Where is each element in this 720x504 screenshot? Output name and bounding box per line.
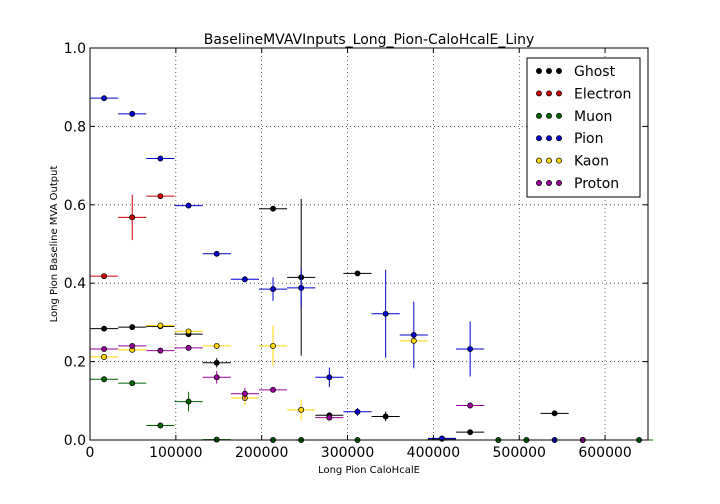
legend-marker xyxy=(536,112,542,119)
x-tick-label: 100000 xyxy=(149,445,202,461)
chart-title: BaselineMVAVInputs_Long_Pion-CaloHcalE_L… xyxy=(204,32,535,48)
data-point xyxy=(129,110,136,117)
data-point xyxy=(467,429,474,436)
data-point xyxy=(101,346,108,353)
data-point xyxy=(326,414,333,421)
x-tick-label: 200000 xyxy=(235,445,288,461)
data-point xyxy=(157,193,164,200)
data-point xyxy=(298,406,305,413)
legend-marker xyxy=(556,68,562,74)
data-point xyxy=(354,270,361,277)
data-point xyxy=(185,344,192,351)
legend-marker xyxy=(536,157,542,164)
data-point xyxy=(129,214,136,221)
legend-marker xyxy=(536,68,542,74)
data-point xyxy=(270,342,276,349)
legend-marker xyxy=(536,180,542,186)
legend-marker xyxy=(536,90,542,97)
data-point xyxy=(241,276,248,283)
data-point xyxy=(213,374,220,381)
data-point xyxy=(382,310,389,317)
y-tick-label: 0.2 xyxy=(64,355,86,371)
x-axis-label: Long Pion CaloHcalE xyxy=(318,465,420,476)
data-point xyxy=(101,273,108,280)
legend-marker xyxy=(546,68,552,74)
data-point xyxy=(101,376,108,383)
legend-marker xyxy=(546,135,552,142)
data-point xyxy=(185,328,192,335)
legend: Ghost Electron Muon Pion Kaon Proton xyxy=(526,57,641,198)
legend-box xyxy=(526,57,641,198)
x-tick-label: 400000 xyxy=(407,445,460,461)
y-tick-label: 0.8 xyxy=(64,119,86,135)
x-tick-label: 300000 xyxy=(321,445,374,461)
data-point xyxy=(213,359,220,366)
data-point xyxy=(467,402,474,409)
legend-marker xyxy=(546,157,552,164)
legend-marker xyxy=(556,180,562,186)
data-point xyxy=(270,386,276,393)
data-point xyxy=(213,250,220,257)
data-point xyxy=(101,95,108,102)
data-point xyxy=(101,353,108,360)
legend-label: Electron xyxy=(574,86,631,102)
data-point xyxy=(382,413,389,420)
data-point xyxy=(241,390,248,397)
data-point xyxy=(410,337,417,344)
data-point xyxy=(129,380,136,387)
legend-label: Kaon xyxy=(574,154,609,170)
data-point xyxy=(551,410,558,417)
legend-marker xyxy=(556,112,562,119)
legend-marker xyxy=(546,90,552,97)
legend-marker xyxy=(556,90,562,97)
legend-label: Pion xyxy=(574,131,603,147)
series-electron xyxy=(90,193,175,280)
data-point xyxy=(213,342,220,349)
data-point xyxy=(467,346,474,353)
data-point xyxy=(410,331,417,338)
data-point xyxy=(270,286,276,293)
y-tick-label: 0.6 xyxy=(64,198,86,214)
x-tick-label: 0 xyxy=(86,445,95,461)
data-point xyxy=(129,342,136,349)
data-point xyxy=(157,155,164,162)
axis-ticks: 0 100000 200000 300000 400000 500000 600000 0.0… xyxy=(64,41,648,461)
x-tick-label: 500000 xyxy=(493,445,546,461)
legend-label: Proton xyxy=(574,176,619,192)
y-tick-label: 0.0 xyxy=(64,433,86,449)
data-point xyxy=(157,347,164,354)
data-point xyxy=(157,322,164,329)
y-tick-label: 0.4 xyxy=(64,276,86,292)
legend-label: Ghost xyxy=(574,64,616,80)
data-point xyxy=(185,202,192,209)
data-point xyxy=(298,284,305,291)
legend-marker xyxy=(546,112,552,119)
plot-frame xyxy=(89,47,649,441)
x-tick-label: 600000 xyxy=(578,445,631,461)
legend-marker xyxy=(546,180,552,186)
data-point xyxy=(270,205,276,212)
data-point xyxy=(129,324,136,331)
data-point xyxy=(157,422,164,429)
data-point xyxy=(354,408,361,415)
legend-marker xyxy=(536,135,542,142)
data-point xyxy=(185,398,192,405)
grid xyxy=(90,48,648,440)
data-point xyxy=(326,374,333,381)
y-axis-label: Long Pion Baseline MVA Output xyxy=(49,166,60,323)
data-point xyxy=(101,325,108,332)
legend-marker xyxy=(556,157,562,164)
legend-label: Muon xyxy=(574,109,612,125)
legend-marker xyxy=(556,135,562,142)
y-tick-label: 1.0 xyxy=(64,41,86,57)
